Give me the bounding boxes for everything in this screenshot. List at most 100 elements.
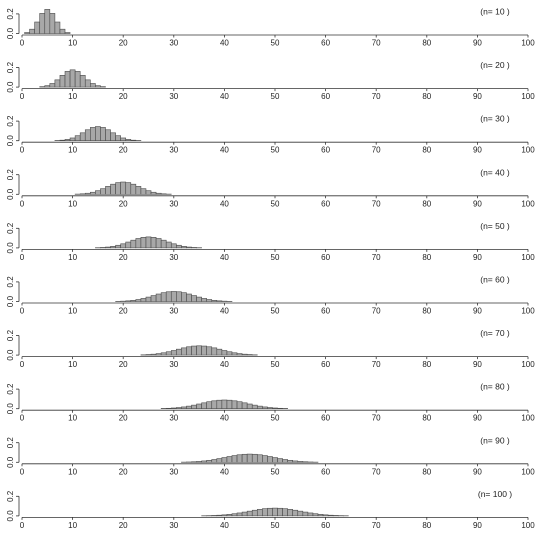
x-tick-label: 80 — [422, 521, 431, 530]
bar — [95, 126, 101, 142]
panel-label: (n= 70 ) — [480, 328, 510, 338]
x-tick-label: 20 — [119, 521, 128, 530]
x-tick-label: 90 — [473, 146, 482, 155]
x-tick-label: 10 — [68, 39, 77, 48]
y-tick-label: 0.2 — [6, 490, 15, 502]
x-tick-label: 30 — [169, 199, 178, 208]
bar — [201, 460, 207, 463]
bar — [246, 510, 253, 517]
bar — [59, 75, 66, 88]
x-tick-label: 0 — [20, 253, 25, 262]
bar — [150, 191, 157, 195]
x-tick-label: 10 — [68, 146, 77, 155]
panel-n-20: 0 10 20 30 40 50 60 70 80 90 100 0.0 0.2 (n= 20 ) — [6, 60, 535, 101]
bar — [135, 186, 142, 195]
bar — [181, 347, 187, 356]
y-tick-label: 0.0 — [6, 349, 15, 361]
bar — [216, 300, 223, 302]
bar — [226, 351, 233, 356]
x-tick-label: 20 — [119, 307, 128, 316]
x-tick-label: 40 — [220, 92, 229, 101]
x-tick-label: 60 — [321, 253, 330, 262]
bar — [44, 9, 51, 34]
x-tick-label: 0 — [20, 199, 25, 208]
x-tick-label: 100 — [521, 253, 535, 262]
x-tick-label: 70 — [372, 414, 381, 423]
x-tick-label: 100 — [521, 146, 535, 155]
bar — [262, 455, 268, 463]
bar — [282, 508, 288, 517]
bar — [49, 83, 56, 88]
x-tick-label: 0 — [20, 307, 25, 316]
bar — [100, 127, 106, 142]
bar — [272, 507, 278, 517]
y-tick-label: 0.0 — [6, 295, 15, 307]
y-tick-label: 0.0 — [6, 242, 15, 254]
bar — [145, 190, 152, 195]
bar — [140, 188, 147, 195]
bar — [186, 405, 192, 409]
y-tick-label: 0.0 — [6, 403, 15, 415]
bar — [292, 509, 299, 517]
bar — [59, 28, 66, 34]
x-tick-label: 50 — [271, 307, 280, 316]
x-tick-label: 50 — [271, 467, 280, 476]
bar — [211, 347, 218, 356]
bar — [231, 400, 238, 409]
panel-n-50: 0 10 20 30 40 50 60 70 80 90 100 0.0 0.2 (n= 50 ) — [6, 221, 535, 262]
bar — [251, 404, 258, 410]
panel-n-10: 0 10 20 30 40 50 60 70 80 90 100 0.0 0.2 (n= 10 ) — [6, 7, 535, 48]
x-tick-label: 20 — [119, 414, 128, 423]
bar — [236, 353, 243, 356]
x-tick-label: 80 — [422, 307, 431, 316]
bar — [226, 399, 233, 410]
bar — [135, 238, 142, 249]
bar — [251, 509, 258, 517]
bar — [150, 353, 157, 356]
y-tick-label: 0.2 — [6, 8, 15, 20]
panel-n-100: 0 10 20 30 40 50 60 70 80 90 100 0.0 0.2 (n= 100 ) — [6, 489, 535, 530]
bar — [241, 402, 248, 409]
bar — [191, 404, 197, 410]
panel-label: (n= 80 ) — [480, 382, 510, 392]
bar — [84, 129, 91, 142]
x-tick-label: 30 — [169, 414, 178, 423]
bar — [181, 246, 187, 249]
x-tick-label: 20 — [119, 146, 128, 155]
x-tick-label: 30 — [169, 360, 178, 369]
x-tick-label: 40 — [220, 307, 229, 316]
bar — [256, 509, 263, 517]
bar — [110, 246, 116, 249]
bar — [231, 455, 238, 463]
bar — [206, 346, 213, 356]
x-tick-label: 90 — [473, 467, 482, 476]
x-tick-label: 40 — [220, 199, 229, 208]
x-tick-label: 30 — [169, 307, 178, 316]
x-tick-label: 80 — [422, 467, 431, 476]
bar — [277, 458, 283, 463]
x-tick-label: 40 — [220, 467, 229, 476]
bar — [64, 71, 71, 88]
x-tick-label: 90 — [473, 92, 482, 101]
x-tick-label: 0 — [20, 414, 25, 423]
bar — [145, 236, 152, 249]
panel-label: (n= 60 ) — [480, 275, 510, 285]
y-tick-label: 0.2 — [6, 437, 15, 449]
bar — [262, 508, 268, 517]
panel-n-30: 0 10 20 30 40 50 60 70 80 90 100 0.0 0.2 (n= 30 ) — [6, 114, 535, 155]
bar — [327, 514, 334, 517]
bar — [287, 459, 294, 463]
x-tick-label: 20 — [119, 360, 128, 369]
bar — [226, 456, 233, 463]
bar — [246, 354, 253, 356]
bar — [196, 296, 202, 302]
bar — [241, 511, 248, 517]
bar — [29, 28, 35, 34]
x-tick-label: 70 — [372, 146, 381, 155]
x-tick-label: 100 — [521, 360, 535, 369]
bar — [191, 345, 197, 356]
x-tick-label: 0 — [20, 92, 25, 101]
x-tick-label: 60 — [321, 39, 330, 48]
bar — [69, 69, 76, 88]
x-tick-label: 10 — [68, 360, 77, 369]
